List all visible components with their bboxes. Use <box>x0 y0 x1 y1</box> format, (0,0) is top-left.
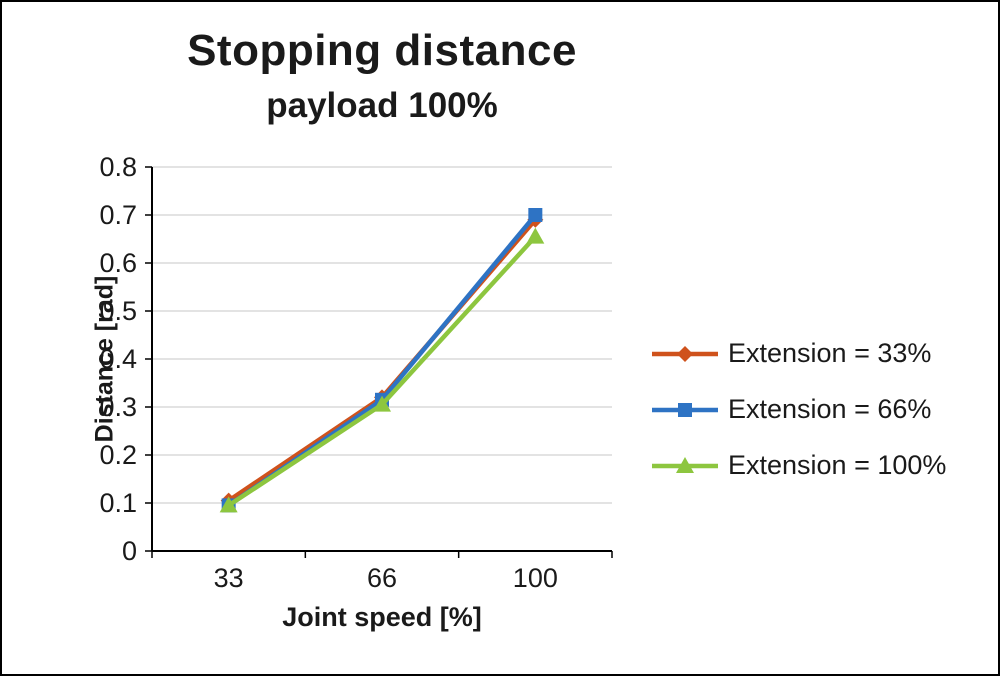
x-tick-label: 100 <box>513 563 558 593</box>
series-line <box>226 212 538 508</box>
y-tick-label: 0.3 <box>99 392 137 422</box>
y-axis-title: Distance [rad] <box>90 275 119 443</box>
y-tick-label: 0.1 <box>99 488 137 518</box>
legend: Extension = 33% Extension = 66% Extensio… <box>652 338 946 481</box>
triangle-marker-icon <box>526 227 545 244</box>
legend-label: Extension = 33% <box>728 338 932 368</box>
legend-item: Extension = 33% <box>652 338 946 369</box>
square-marker-icon <box>678 402 692 417</box>
x-axis-title: Joint speed [%] <box>282 602 482 632</box>
series-line <box>226 234 538 508</box>
chart-subtitle: payload 100% <box>266 86 498 125</box>
x-tick-label: 33 <box>214 563 244 593</box>
legend-sample-square-icon <box>652 402 718 417</box>
legend-label: Extension = 66% <box>728 394 932 424</box>
legend-sample-triangle-icon <box>652 456 718 473</box>
legend-sample-diamond-icon <box>652 345 718 362</box>
x-tick-label: 66 <box>367 563 397 593</box>
y-tick-label: 0.7 <box>99 200 137 230</box>
triangle-marker-icon <box>373 395 391 412</box>
legend-item: Extension = 100% <box>652 450 946 481</box>
diamond-marker-icon <box>677 345 693 362</box>
y-tick-label: 0.2 <box>99 440 137 470</box>
legend-label: Extension = 100% <box>728 450 947 480</box>
square-marker-icon <box>528 208 543 222</box>
chart-title: Stopping distance <box>187 26 577 75</box>
series-line <box>226 217 538 503</box>
triangle-marker-icon <box>676 456 694 473</box>
y-tick-label: 0.5 <box>99 296 137 326</box>
y-tick-label: 0.8 <box>99 152 137 182</box>
legend-item: Extension = 66% <box>652 394 946 425</box>
triangle-marker-icon <box>219 496 238 513</box>
y-tick-label: 0.6 <box>99 248 137 278</box>
y-tick-label: 0 <box>122 536 137 566</box>
y-tick-label: 0.4 <box>99 344 137 374</box>
